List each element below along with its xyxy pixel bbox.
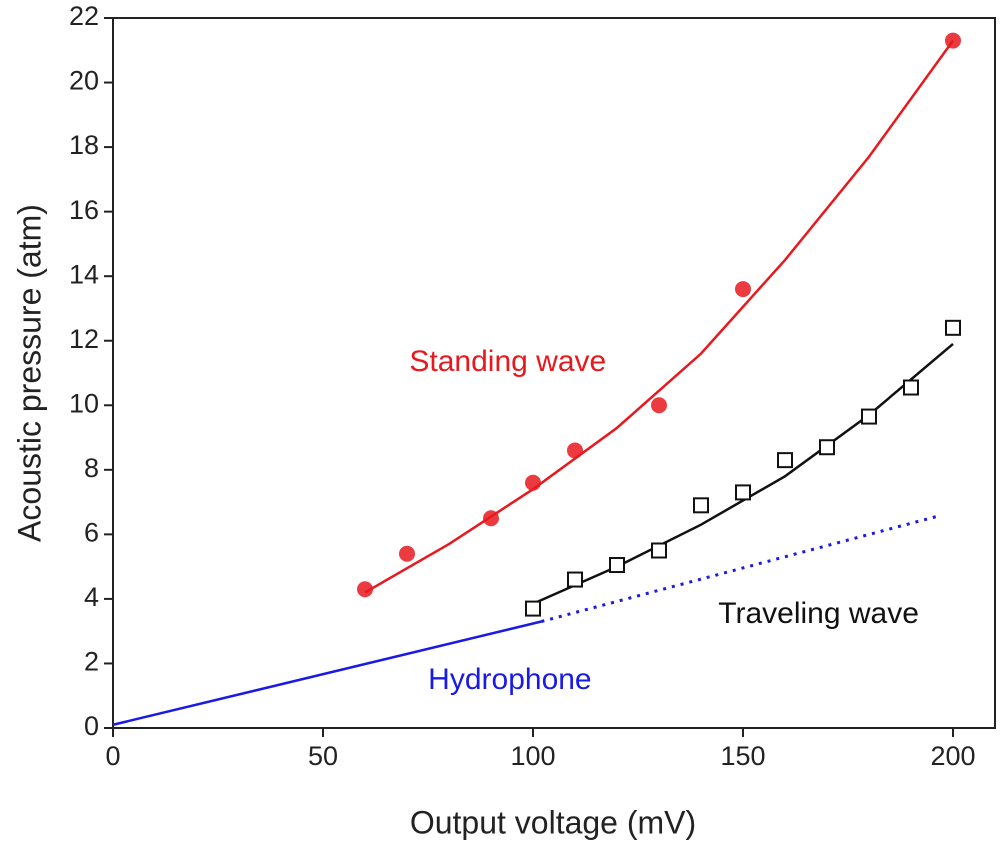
y-tick-label: 10 — [69, 388, 99, 418]
data-point — [567, 442, 583, 459]
y-tick-label: 0 — [84, 711, 99, 741]
x-axis-title: Output voltage (mV) — [410, 804, 696, 840]
data-point — [651, 542, 667, 559]
x-tick-label: 200 — [930, 741, 975, 771]
series-label: Standing wave — [409, 345, 606, 378]
data-point — [777, 452, 793, 469]
plot-frame — [112, 17, 996, 729]
y-tick-label: 6 — [84, 517, 99, 547]
fit-line — [112, 620, 542, 726]
fit-line — [364, 39, 955, 594]
data-point — [651, 397, 667, 414]
data-point — [819, 439, 835, 456]
series-label: Hydrophone — [428, 663, 591, 696]
data-point — [693, 497, 709, 514]
y-tick-label: 16 — [69, 195, 99, 225]
y-tick-label: 12 — [69, 324, 99, 354]
y-tick-label: 2 — [84, 647, 99, 677]
data-point — [609, 557, 625, 574]
y-tick-label: 20 — [69, 66, 99, 96]
x-tick-label: 0 — [105, 741, 120, 771]
x-tick-label: 150 — [720, 741, 765, 771]
data-point — [945, 32, 961, 49]
data-point — [525, 474, 541, 491]
y-axis-title: Acoustic pressure (atm) — [11, 204, 47, 542]
data-point — [357, 581, 373, 598]
data-point — [861, 408, 877, 425]
x-tick-label: 100 — [510, 741, 555, 771]
data-point — [483, 510, 499, 527]
series-label: Traveling wave — [718, 597, 919, 630]
data-point — [735, 484, 751, 501]
data-point — [567, 571, 583, 588]
y-tick-label: 8 — [84, 453, 99, 483]
data-point — [399, 545, 415, 562]
y-tick-label: 22 — [69, 1, 99, 31]
data-point — [903, 379, 919, 396]
y-tick-label: 14 — [69, 259, 99, 289]
data-point — [525, 600, 541, 617]
fit-line — [532, 343, 954, 605]
y-tick-label: 18 — [69, 130, 99, 160]
x-tick-label: 50 — [308, 741, 338, 771]
data-point — [735, 281, 751, 298]
data-point — [945, 319, 961, 336]
y-tick-label: 4 — [84, 582, 99, 612]
